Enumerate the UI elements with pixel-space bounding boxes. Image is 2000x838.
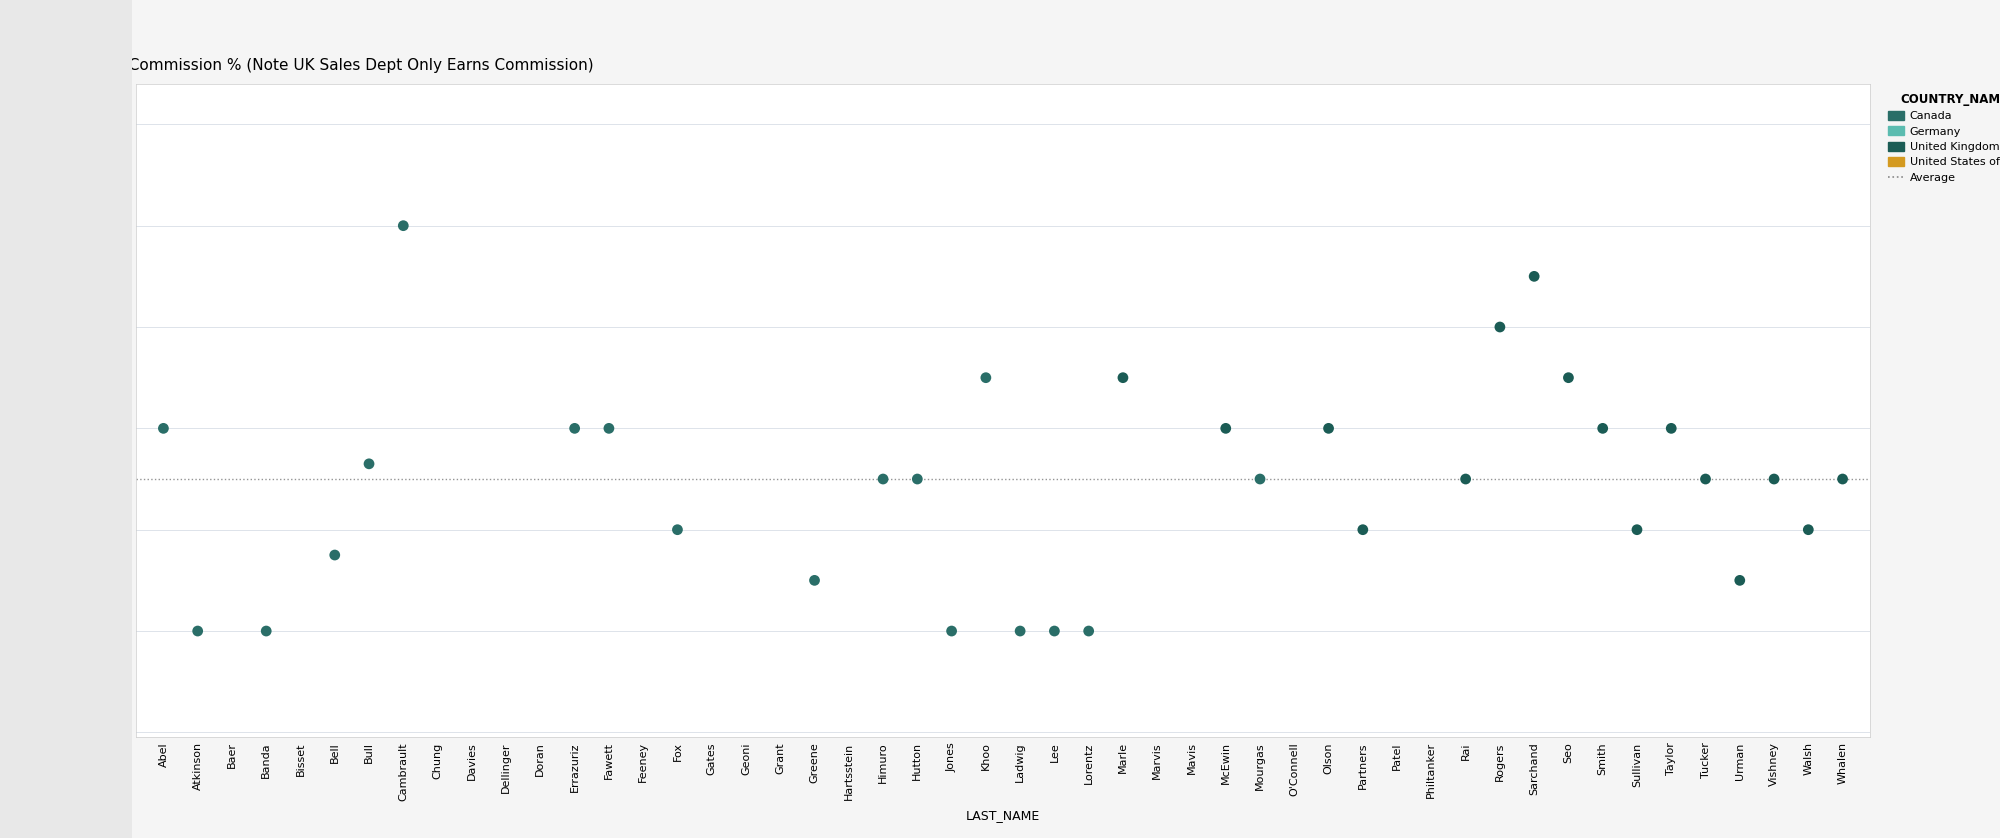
Point bbox=[1620, 523, 1652, 536]
Point bbox=[1072, 624, 1104, 638]
Point bbox=[388, 219, 420, 232]
Point bbox=[182, 624, 214, 638]
Y-axis label: COMMISSION_PCT: COMMISSION_PCT bbox=[86, 354, 98, 467]
Point bbox=[1518, 270, 1550, 283]
Point bbox=[1656, 422, 1688, 435]
Legend: Canada, Germany, United Kingdom, United States of A..., Average: Canada, Germany, United Kingdom, United … bbox=[1884, 90, 2000, 186]
Point bbox=[558, 422, 590, 435]
Point bbox=[148, 422, 180, 435]
Point bbox=[1210, 422, 1242, 435]
Point bbox=[1106, 371, 1138, 385]
Point bbox=[1484, 320, 1516, 334]
Point bbox=[868, 473, 900, 486]
Point bbox=[1792, 523, 1824, 536]
Point bbox=[1312, 422, 1344, 435]
Point bbox=[902, 473, 934, 486]
Point bbox=[1826, 473, 1858, 486]
Point bbox=[1724, 574, 1756, 587]
Point bbox=[1758, 473, 1790, 486]
Point bbox=[662, 523, 694, 536]
Point bbox=[592, 422, 624, 435]
Point bbox=[1450, 473, 1482, 486]
Point bbox=[798, 574, 830, 587]
X-axis label: LAST_NAME: LAST_NAME bbox=[966, 810, 1040, 822]
Point bbox=[936, 624, 968, 638]
Point bbox=[1038, 624, 1070, 638]
Point bbox=[970, 371, 1002, 385]
Point bbox=[1346, 523, 1378, 536]
Point bbox=[354, 457, 386, 470]
Point bbox=[1552, 371, 1584, 385]
Point bbox=[318, 548, 350, 561]
Point bbox=[1004, 624, 1036, 638]
Point bbox=[1586, 422, 1618, 435]
Point bbox=[250, 624, 282, 638]
Text: Commission % (Note UK Sales Dept Only Earns Commission): Commission % (Note UK Sales Dept Only Ea… bbox=[118, 58, 594, 73]
Point bbox=[1244, 473, 1276, 486]
Point bbox=[1690, 473, 1722, 486]
